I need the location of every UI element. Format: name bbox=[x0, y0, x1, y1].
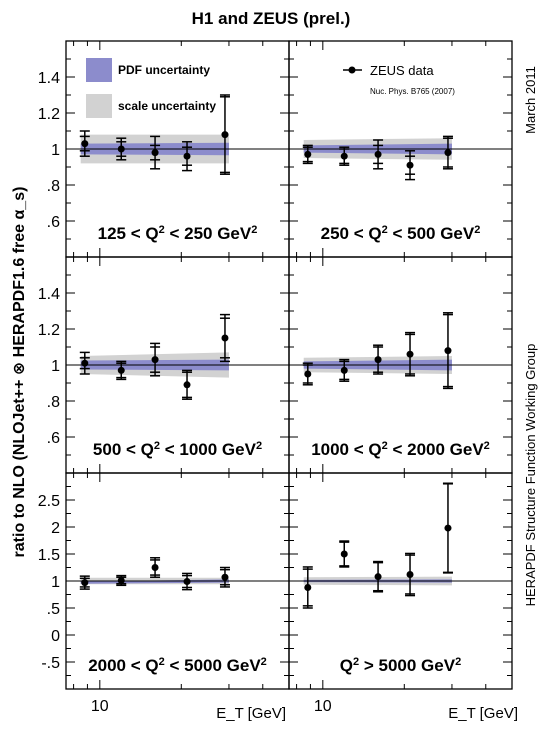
data-point bbox=[221, 334, 229, 342]
legend-scale-label: scale uncertainty bbox=[118, 99, 216, 113]
data-point bbox=[183, 152, 191, 160]
x-axis-title-left: E_T [GeV] bbox=[216, 705, 286, 722]
data-point bbox=[444, 149, 452, 157]
legend-data-label: ZEUS data bbox=[370, 63, 434, 78]
y-tick-label: .8 bbox=[47, 394, 60, 411]
x-axis-title-right: E_T [GeV] bbox=[448, 705, 518, 722]
panel-label: 2000 < Q2​ < 5000 GeV2​ bbox=[88, 656, 267, 675]
right-label-bottom: HERAPDF Structure Function Working Group bbox=[523, 344, 538, 607]
panel-label: 500 < Q2​ < 1000 GeV2​ bbox=[93, 440, 262, 459]
legend-pdf: PDF uncertainty bbox=[86, 58, 210, 82]
y-tick-label: .6 bbox=[47, 214, 60, 231]
data-point bbox=[374, 356, 382, 364]
data-point bbox=[117, 366, 125, 374]
y-axis-title: ratio to NLO (NLOJet++ ⊗ HERAPDF1.6 free… bbox=[11, 187, 28, 558]
data-point bbox=[117, 145, 125, 153]
data-point bbox=[406, 571, 414, 579]
legend-reference: Nuc. Phys. B765 (2007) bbox=[370, 87, 455, 96]
legend-data: ZEUS data Nuc. Phys. B765 (2007) bbox=[343, 63, 455, 96]
y-tick-label: -.5 bbox=[41, 655, 60, 672]
right-label-top: March 2011 bbox=[523, 66, 538, 134]
data-point bbox=[117, 576, 125, 584]
x-tick-label: 10 bbox=[314, 698, 332, 715]
y-tick-label: 1.2 bbox=[38, 322, 60, 339]
data-point bbox=[340, 366, 348, 374]
data-point bbox=[304, 583, 312, 591]
y-tick-label: 1.4 bbox=[38, 70, 60, 87]
data-point bbox=[340, 550, 348, 558]
y-tick-label: 0 bbox=[51, 628, 60, 645]
panel-label: 125 < Q2​ < 250 GeV2​ bbox=[98, 224, 258, 243]
panels-group: .6 .8 1 1.2 1.4 125 < Q2​ < 250 GeV2​ 250 < Q2… bbox=[38, 40, 513, 715]
y-tick-label: 1 bbox=[51, 142, 60, 159]
y-tick-label: 1.4 bbox=[38, 286, 60, 303]
panel-label: Q2​ > 5000 GeV2​ bbox=[340, 656, 461, 675]
data-point bbox=[374, 573, 382, 581]
y-tick-label: .8 bbox=[47, 178, 60, 195]
data-point bbox=[406, 161, 414, 169]
data-point bbox=[374, 150, 382, 158]
y-tick-label: 1 bbox=[51, 574, 60, 591]
y-tick-label: 2.5 bbox=[38, 493, 60, 510]
data-point bbox=[151, 149, 159, 157]
y-tick-label: 1.2 bbox=[38, 106, 60, 123]
data-point bbox=[304, 150, 312, 158]
y-tick-label: 2 bbox=[51, 520, 60, 537]
panel-bottom-right: 10 Q2​ > 5000 GeV2​ bbox=[288, 472, 513, 715]
panel-bottom-left: -.5 0 .5 1 1.5 2 2.5 10 2000 < Q2​ < 5000 GeV2​ bbox=[38, 472, 290, 715]
data-point bbox=[81, 140, 89, 148]
y-tick-label: .6 bbox=[47, 430, 60, 447]
data-point bbox=[304, 370, 312, 378]
data-point bbox=[444, 524, 452, 532]
panel-middle-left: .6 .8 1 1.2 1.4 500 < Q2​ < 1000 GeV2​ bbox=[38, 256, 290, 474]
legend-scale-swatch bbox=[86, 94, 112, 118]
x-tick-label: 10 bbox=[91, 698, 109, 715]
legend-scale: scale uncertainty bbox=[86, 94, 216, 118]
panel-top-right: 250 < Q2​ < 500 GeV2​ bbox=[288, 40, 513, 258]
data-point bbox=[151, 564, 159, 571]
legend-pdf-swatch bbox=[86, 58, 112, 82]
legend-data-marker bbox=[348, 66, 356, 74]
data-point bbox=[81, 359, 89, 367]
panel-label: 250 < Q2​ < 500 GeV2​ bbox=[321, 224, 481, 243]
figure-title: H1 and ZEUS (prel.) bbox=[192, 9, 351, 28]
y-tick-label: .5 bbox=[47, 601, 60, 618]
data-point bbox=[444, 347, 452, 355]
data-point bbox=[151, 356, 159, 364]
panel-middle-right: 1000 < Q2​ < 2000 GeV2​ bbox=[288, 256, 513, 474]
panel-label: 1000 < Q2​ < 2000 GeV2​ bbox=[311, 440, 490, 459]
pdf-uncertainty-band bbox=[80, 579, 229, 584]
y-tick-label: 1.5 bbox=[38, 547, 60, 564]
legend-pdf-label: PDF uncertainty bbox=[118, 63, 210, 77]
data-point bbox=[183, 578, 191, 586]
panel-frame bbox=[288, 472, 513, 690]
panel-top-left: .6 .8 1 1.2 1.4 125 < Q2​ < 250 GeV2​ bbox=[38, 40, 290, 258]
y-tick-label: 1 bbox=[51, 358, 60, 375]
data-point bbox=[340, 152, 348, 160]
data-point bbox=[221, 131, 229, 139]
data-point bbox=[406, 350, 414, 358]
data-point bbox=[183, 381, 191, 389]
data-point bbox=[221, 573, 229, 581]
data-point bbox=[81, 579, 89, 587]
